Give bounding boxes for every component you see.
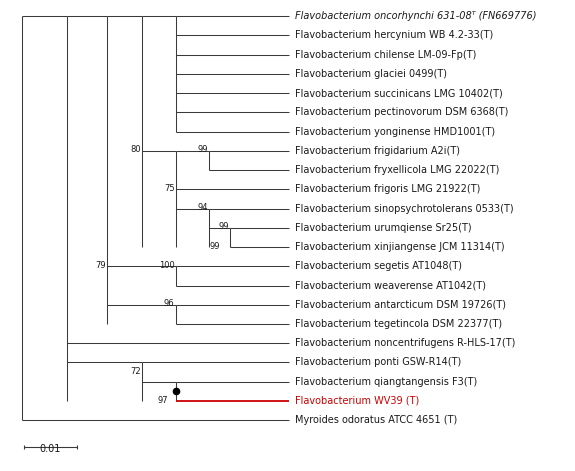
Text: 80: 80 [130,146,141,154]
Text: 99: 99 [197,146,208,154]
Text: Flavobacterium qiangtangensis F3(T): Flavobacterium qiangtangensis F3(T) [295,377,477,387]
Text: 0.01: 0.01 [40,444,61,454]
Text: Flavobacterium ponti GSW-R14(T): Flavobacterium ponti GSW-R14(T) [295,357,462,367]
Text: 97: 97 [157,396,168,405]
Text: 99: 99 [210,242,220,251]
Text: 72: 72 [130,366,141,376]
Text: Flavobacterium pectinovorum DSM 6368(T): Flavobacterium pectinovorum DSM 6368(T) [295,107,509,117]
Text: Myroides odoratus ATCC 4651 (T): Myroides odoratus ATCC 4651 (T) [295,415,458,425]
Text: Flavobacterium xinjiangense JCM 11314(T): Flavobacterium xinjiangense JCM 11314(T) [295,242,505,252]
Text: 94: 94 [197,203,208,212]
Text: 79: 79 [95,261,106,270]
Text: Flavobacterium glaciei 0499(T): Flavobacterium glaciei 0499(T) [295,69,447,79]
Text: Flavobacterium noncentrifugens R-HLS-17(T): Flavobacterium noncentrifugens R-HLS-17(… [295,338,516,348]
Text: Flavobacterium frigidarium A2i(T): Flavobacterium frigidarium A2i(T) [295,146,460,156]
Text: Flavobacterium segetis AT1048(T): Flavobacterium segetis AT1048(T) [295,261,462,271]
Text: 75: 75 [164,184,174,193]
Text: 99: 99 [218,222,229,231]
Text: Flavobacterium hercynium WB 4.2-33(T): Flavobacterium hercynium WB 4.2-33(T) [295,31,493,41]
Text: Flavobacterium urumqiense Sr25(T): Flavobacterium urumqiense Sr25(T) [295,223,472,233]
Text: Flavobacterium chilense LM-09-Fp(T): Flavobacterium chilense LM-09-Fp(T) [295,50,477,60]
Text: Flavobacterium antarcticum DSM 19726(T): Flavobacterium antarcticum DSM 19726(T) [295,300,506,310]
Text: Flavobacterium WV39 (T): Flavobacterium WV39 (T) [295,396,420,406]
Text: 100: 100 [159,261,174,270]
Text: Flavobacterium frigoris LMG 21922(T): Flavobacterium frigoris LMG 21922(T) [295,184,481,195]
Text: Flavobacterium weaverense AT1042(T): Flavobacterium weaverense AT1042(T) [295,281,486,291]
Text: Flavobacterium oncorhynchi 631-08ᵀ (FN669776): Flavobacterium oncorhynchi 631-08ᵀ (FN66… [295,11,536,21]
Text: Flavobacterium succinicans LMG 10402(T): Flavobacterium succinicans LMG 10402(T) [295,88,503,98]
Text: Flavobacterium sinopsychrotolerans 0533(T): Flavobacterium sinopsychrotolerans 0533(… [295,203,514,213]
Text: 96: 96 [164,300,174,309]
Text: Flavobacterium tegetincola DSM 22377(T): Flavobacterium tegetincola DSM 22377(T) [295,319,503,329]
Text: Flavobacterium fryxellicola LMG 22022(T): Flavobacterium fryxellicola LMG 22022(T) [295,165,500,175]
Text: Flavobacterium yonginense HMD1001(T): Flavobacterium yonginense HMD1001(T) [295,127,496,137]
